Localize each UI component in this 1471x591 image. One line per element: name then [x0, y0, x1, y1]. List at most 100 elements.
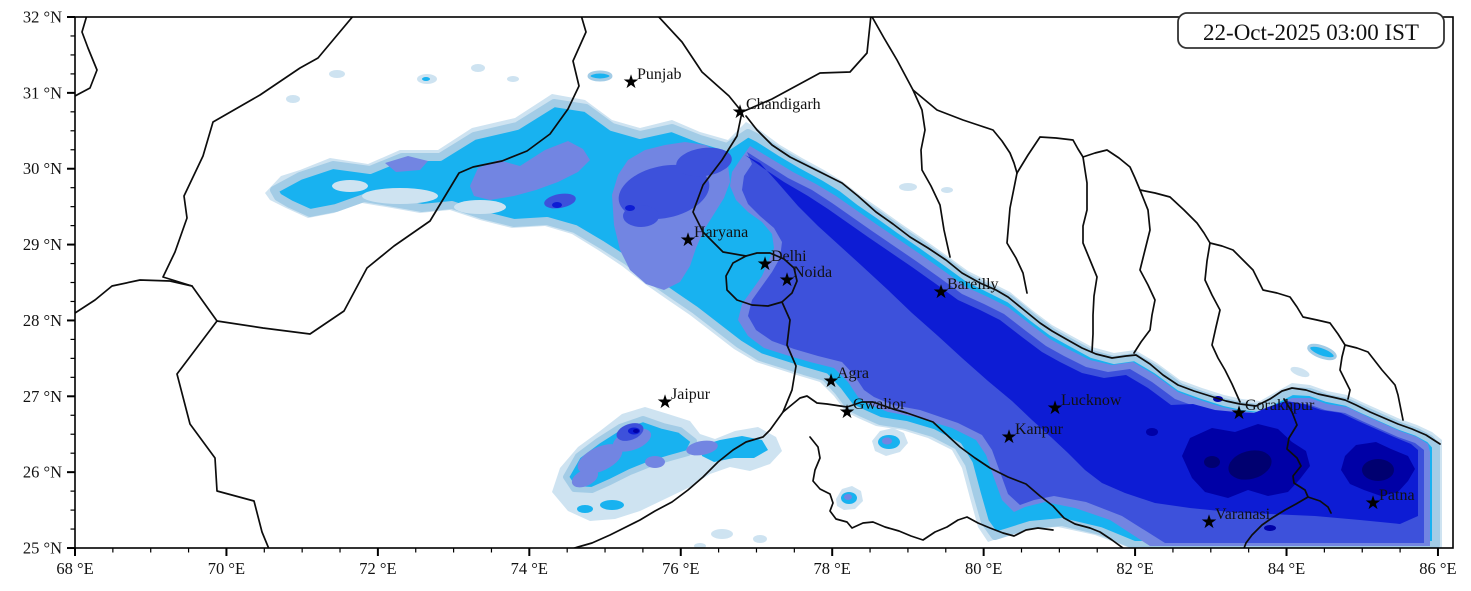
city-marker-kanpur: ★ — [1000, 427, 1017, 448]
city-label-gwalior: Gwalior — [853, 396, 906, 413]
timestamp-box: 22-Oct-2025 03:00 IST — [1177, 12, 1445, 49]
city-marker-noida: ★ — [778, 270, 795, 291]
fog-jaipur-periwinkle — [571, 468, 599, 488]
fog-spot-cyan — [1307, 343, 1337, 361]
x-tick-label: 86 °E — [1419, 559, 1456, 578]
timestamp-frame — [1177, 12, 1445, 49]
fog-contour-level8-darkest — [1362, 459, 1394, 481]
y-tick-label: 29 °N — [23, 235, 62, 254]
x-tick-label: 78 °E — [814, 559, 851, 578]
fog-contour-level8-darkest — [1228, 450, 1272, 480]
boundary-rajasthan-northeast — [216, 17, 587, 335]
boundary-up-bihar — [1243, 398, 1309, 548]
city-label-punjab: Punjab — [637, 66, 681, 83]
boundary-himachal-line — [741, 17, 872, 113]
fog-spot-pale — [286, 95, 300, 103]
city-markers: ★Punjab★Chandigarh★Haryana★Delhi★Noida★B… — [622, 66, 1414, 533]
boundary-left-spur — [75, 279, 193, 314]
fog-blue-dot — [625, 205, 635, 211]
city-label-jaipur: Jaipur — [671, 386, 711, 403]
y-tick-label: 25 °N — [23, 539, 62, 558]
fog-navy-dot — [1146, 428, 1158, 436]
fog-spot-pale — [471, 64, 485, 72]
fog-contour-level8-darkest — [1204, 456, 1220, 468]
city-label-noida: Noida — [793, 264, 832, 281]
fog-spot-cyan — [422, 77, 430, 81]
y-tick-label: 28 °N — [23, 311, 62, 330]
x-tick-label: 74 °E — [511, 559, 548, 578]
boundary-nepal-district-1 — [1082, 156, 1098, 353]
boundary-west-international — [162, 17, 354, 548]
fog-blue-dot — [552, 202, 562, 208]
x-tick-label: 68 °E — [56, 559, 93, 578]
fog-jaipur-navy-core — [633, 429, 639, 433]
city-label-patna: Patna — [1379, 487, 1415, 504]
city-label-lucknow: Lucknow — [1061, 392, 1122, 409]
y-tick-label: 32 °N — [23, 8, 62, 27]
x-tick-label: 84 °E — [1268, 559, 1305, 578]
fog-navy-dot — [1264, 525, 1276, 531]
x-tick-label: 70 °E — [208, 559, 245, 578]
fog-arm-pale-gap — [332, 180, 368, 192]
fog-arm-pale-gap — [454, 200, 506, 214]
city-label-varanasi: Varanasi — [1215, 506, 1271, 523]
y-tick-label: 26 °N — [23, 463, 62, 482]
city-marker-gorakhpur: ★ — [1230, 403, 1247, 424]
city-label-haryana: Haryana — [694, 224, 748, 241]
city-marker-delhi: ★ — [756, 254, 773, 275]
axes: 68 °E 70 °E 72 °E 74 °E 76 °E 78 °E 80 °E 82 °E… — [23, 8, 1457, 579]
city-label-bareilly: Bareilly — [947, 276, 999, 293]
fog-jaipur-periwinkle — [577, 444, 623, 474]
city-label-delhi: Delhi — [771, 248, 807, 265]
fog-contour-level4-arm-small — [385, 156, 428, 172]
timestamp-text: 22-Oct-2025 03:00 IST — [1203, 20, 1419, 45]
fog-spot-pale — [899, 183, 917, 191]
fog-jaipur-cyan-dot — [577, 505, 593, 513]
boundary-nepal-district-2 — [1133, 189, 1156, 354]
fog-contours — [265, 64, 1442, 548]
boundary-himalayan-foothills — [745, 115, 1441, 445]
x-tick-label: 76 °E — [662, 559, 699, 578]
city-label-chandigarh: Chandigarh — [746, 96, 821, 113]
fog-spot-pale — [753, 535, 767, 543]
boundary-chambal-east — [782, 395, 1124, 548]
city-marker-agra: ★ — [822, 371, 839, 392]
boundary-chambal-southwest — [571, 411, 784, 548]
fog-spot-pale — [694, 543, 706, 548]
city-label-kanpur: Kanpur — [1015, 421, 1064, 438]
fog-jaipur-cyan-dot — [600, 500, 624, 510]
fog-royal-blob — [676, 147, 732, 177]
fog-spot-pale — [1290, 366, 1310, 378]
boundary-uttarakhand-outline — [871, 17, 1018, 174]
city-marker-jaipur: ★ — [656, 392, 673, 413]
y-tick-label: 31 °N — [23, 83, 62, 102]
fog-patch-periwinkle — [882, 437, 892, 445]
fog-contour-level4-arm — [470, 141, 590, 200]
fog-spot-pale — [329, 70, 345, 78]
city-marker-varanasi: ★ — [1200, 512, 1217, 533]
city-label-gorakhpur: Gorakhpur — [1245, 397, 1315, 414]
fog-spot-pale — [507, 76, 519, 82]
boundary-up-bihar-branch — [1307, 496, 1332, 514]
y-tick-label: 30 °N — [23, 159, 62, 178]
boundary-uttarakhand-interior — [912, 89, 951, 258]
boundary-nepal-district-3 — [1204, 242, 1241, 403]
state-boundaries — [75, 17, 1441, 548]
boundary-chandigarh-line — [657, 17, 747, 257]
x-tick-label: 82 °E — [1116, 559, 1153, 578]
fog-arm-pale-gap — [362, 188, 438, 204]
city-marker-punjab: ★ — [622, 72, 639, 93]
boundary-nepal-west — [1006, 172, 1028, 294]
city-marker-haryana: ★ — [679, 230, 696, 251]
y-tick-label: 27 °N — [23, 387, 62, 406]
city-marker-bareilly: ★ — [932, 282, 949, 303]
fog-spot-pale — [711, 529, 733, 539]
boundary-yamuna-south — [781, 301, 797, 413]
boundary-river-squiggle — [809, 436, 1054, 541]
x-tick-label: 72 °E — [359, 559, 396, 578]
fog-jaipur-periwinkle — [645, 456, 665, 468]
x-tick-label: 80 °E — [965, 559, 1002, 578]
city-label-agra: Agra — [837, 365, 869, 382]
